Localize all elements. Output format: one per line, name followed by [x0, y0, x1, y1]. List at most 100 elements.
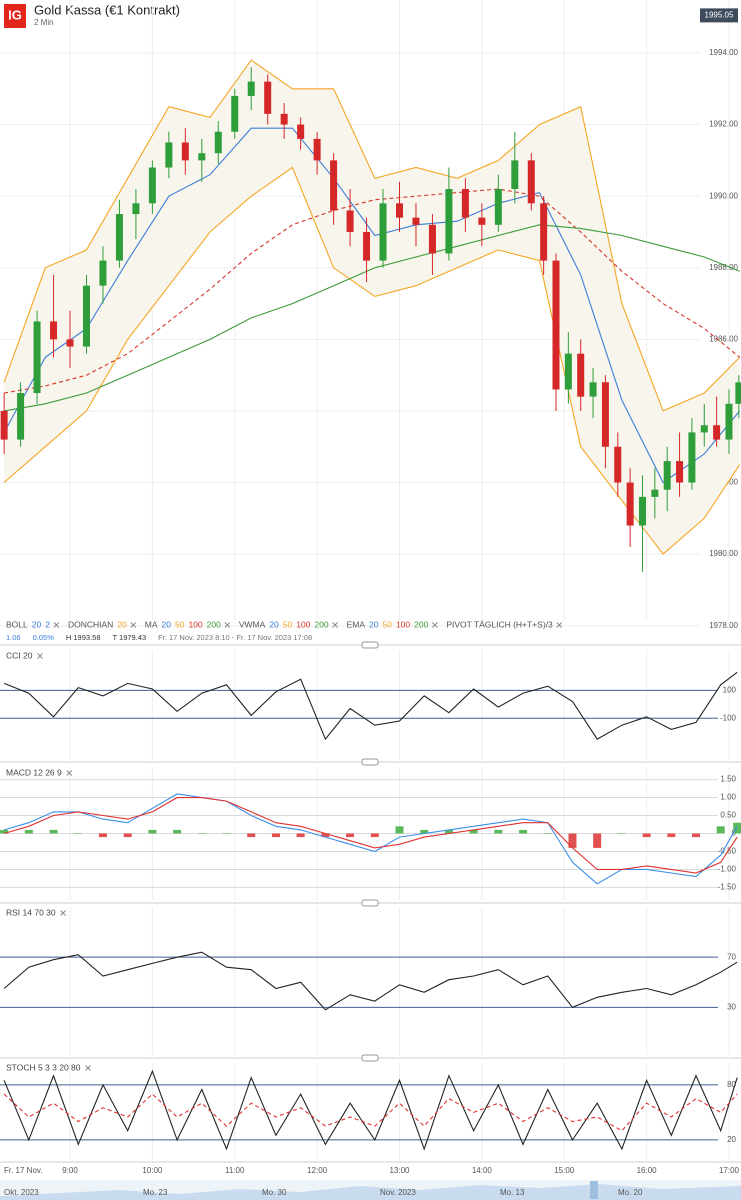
indicator-line [3, 166, 741, 555]
logo-box [4, 4, 26, 28]
panel-title: CCI 20 [6, 650, 33, 660]
histogram-bar [716, 826, 725, 834]
candle-body [346, 210, 354, 232]
candle-body [713, 425, 721, 440]
remove-indicator[interactable] [556, 622, 563, 628]
last-price-box [700, 8, 738, 23]
indicator-param: 100 [396, 619, 410, 629]
indicator-param: 20 [269, 619, 279, 629]
y-tick-label: 1994.00 [709, 48, 738, 57]
indicator-line [4, 224, 740, 412]
resize-handle[interactable] [361, 641, 379, 649]
candle-body [231, 95, 239, 132]
candle-body [264, 81, 272, 114]
histogram-bar [247, 833, 256, 838]
indicator-param: 2 [45, 619, 50, 629]
indicator-name: PIVOT TÄGLICH (H+T+S)/3 [446, 619, 553, 629]
candle-body [313, 138, 321, 161]
candle-body [688, 432, 696, 483]
indicator-line [3, 1093, 738, 1132]
remove-indicator[interactable] [85, 1065, 91, 1071]
histogram-bar [24, 829, 33, 834]
resize-handle[interactable] [361, 899, 379, 907]
indicator-param: 200 [314, 619, 328, 629]
remove-indicator[interactable] [60, 910, 66, 916]
indicator-line [3, 127, 741, 484]
resize-handle[interactable] [361, 1054, 379, 1062]
navigator-handle[interactable] [590, 1181, 598, 1199]
indicator-line [3, 951, 738, 1011]
candle-body [132, 203, 140, 215]
indicator-param: 50 [175, 619, 185, 629]
last-price-label: 1995.05 [705, 11, 734, 20]
candle-body [445, 189, 453, 254]
candle-body [115, 214, 123, 261]
remove-indicator[interactable] [224, 622, 231, 628]
y-tick-label: 1992.00 [709, 120, 738, 129]
candle-body [540, 203, 548, 261]
y-tick-label: 1978.00 [709, 621, 738, 630]
histogram-bar [593, 833, 602, 848]
x-tick-label: 14:00 [472, 1166, 493, 1175]
candle-body [17, 393, 25, 440]
y-tick-label: -1.50 [718, 883, 737, 892]
x-tick-label: Fr. 17 Nov. [4, 1166, 43, 1175]
y-tick-label: 1.00 [720, 793, 736, 802]
candle-body [214, 131, 222, 154]
indicator-param: 20 [32, 619, 42, 629]
candle-body [198, 153, 206, 161]
histogram-bar [321, 833, 330, 838]
histogram-bar [519, 829, 528, 834]
histogram-bar [692, 833, 701, 838]
indicator-line [3, 59, 741, 412]
indicator-param: 20 [162, 619, 172, 629]
indicator-param: 200 [414, 619, 428, 629]
histogram-bar [123, 833, 132, 838]
navigator-label: Mo. 13 [500, 1188, 525, 1197]
remove-indicator[interactable] [37, 653, 43, 659]
remove-indicator[interactable] [332, 622, 338, 628]
candle-body [297, 124, 305, 139]
candle-body [461, 189, 469, 218]
candle-body [638, 496, 646, 526]
candle-body [165, 142, 173, 168]
y-tick-label: 0.50 [720, 811, 736, 820]
remove-indicator[interactable] [53, 622, 60, 628]
indicator-name: DONCHIAN [68, 619, 113, 629]
info-text: 1.06 [6, 633, 21, 642]
remove-indicator[interactable] [431, 622, 438, 628]
title: Gold Kassa (€1 Kontrakt) [34, 2, 180, 17]
y-tick-label: 20 [727, 1135, 736, 1144]
indicator-line [4, 188, 741, 394]
panel-title: MACD 12 26 9 [6, 767, 62, 777]
indicator-name: EMA [347, 619, 366, 629]
navigator-label: Okt. 2023 [4, 1188, 39, 1197]
navigator-label: Nov. 2023 [380, 1188, 416, 1197]
y-tick-label: -0.50 [718, 847, 737, 856]
y-tick-label: 70 [727, 952, 736, 961]
candle-body [363, 231, 371, 261]
band-fill [4, 60, 740, 555]
y-tick-label: 30 [727, 1002, 736, 1011]
candle-body [601, 382, 609, 447]
candle-body [412, 217, 420, 225]
remove-indicator[interactable] [66, 770, 73, 776]
indicator-param: 100 [296, 619, 310, 629]
histogram-bar [222, 833, 231, 834]
y-tick-label: 1980.00 [709, 549, 738, 558]
y-tick-label: 80 [727, 1080, 736, 1089]
candle-body [527, 160, 535, 204]
info-text: T 1979.43 [113, 633, 147, 642]
histogram-bar [617, 833, 626, 834]
candle-body [478, 217, 486, 225]
resize-handle[interactable] [361, 758, 379, 766]
x-tick-label: 15:00 [554, 1166, 575, 1175]
candle-body [181, 142, 189, 161]
remove-indicator[interactable] [130, 622, 137, 628]
indicator-name: MA [145, 619, 158, 629]
candle-body [651, 489, 659, 497]
histogram-bar [568, 833, 577, 848]
histogram-bar [74, 833, 83, 834]
histogram-bar [0, 829, 9, 834]
